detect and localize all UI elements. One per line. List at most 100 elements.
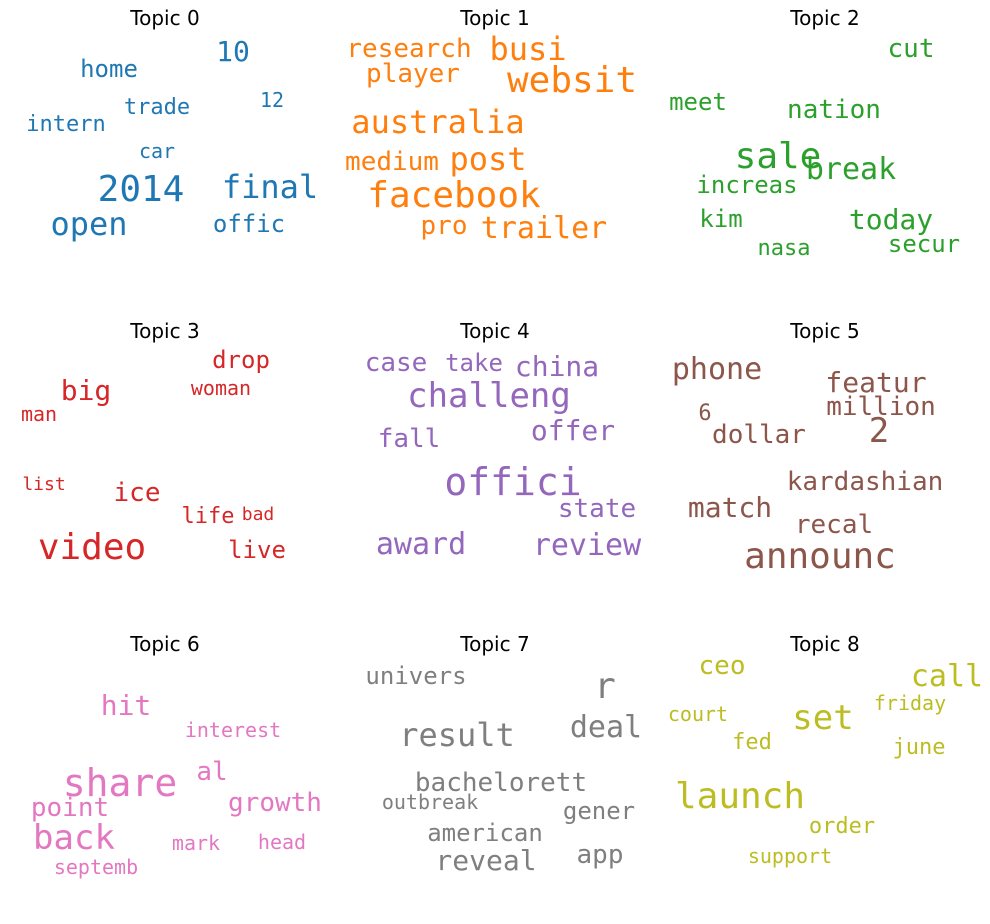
panel-title: Topic 8 [790,632,860,656]
word-mark: court [667,702,729,726]
word-mark: nation [787,95,881,125]
word-mark: 12 [259,88,285,112]
word-mark: set [792,698,854,738]
word-mark: featur [825,366,927,399]
word-mark: univers [365,662,467,690]
panel-title: Topic 1 [460,6,530,30]
word-mark: launch [674,776,806,817]
word-mark: man [20,402,58,426]
word-mark: review [532,528,642,563]
panel-title: Topic 6 [130,632,200,656]
word-mark: bad [241,504,275,525]
word-mark: growth [228,788,322,818]
word-mark: r [594,666,616,707]
word-mark: gener [562,797,636,825]
word-mark: june [892,735,946,760]
topic-panel: Topic 0 10 home trade 12 intern car 2014 final op… [0,0,330,298]
word-mark: drop [212,346,270,374]
word-mark: 10 [216,35,250,68]
word-mark: ice [113,478,161,508]
word-mark: american [427,819,543,847]
word-mark: reveal [435,844,537,877]
word-mark: break [805,152,897,187]
word-mark: result [399,716,515,754]
word-mark: friday [873,691,947,715]
word-mark: call [910,659,984,694]
word-mark: intern [26,112,106,137]
word-mark: cut [887,34,935,64]
topic-panel: Topic 3 drop big woman man list ice life bad vide… [0,313,330,611]
word-mark: medium [345,147,439,177]
word-mark: woman [190,376,252,400]
word-mark: australia [351,103,525,141]
word-mark: al [196,757,228,787]
word-mark: offici [444,460,582,504]
word-mark: pro [420,211,468,241]
word-mark: septemb [53,855,139,879]
word-mark: video [37,527,147,568]
word-mark: fed [732,730,772,755]
word-mark: challeng [407,376,571,416]
word-mark: final [221,168,319,206]
word-mark: open [50,205,128,243]
word-mark: head [257,830,307,854]
word-mark: mark [171,831,221,855]
word-mark: secur [887,230,961,258]
word-mark: meet [669,88,727,116]
word-mark: phone [671,352,763,387]
word-mark: list [22,474,66,495]
word-mark: china [514,350,600,383]
word-mark: state [557,494,637,524]
word-mark: point [30,793,110,823]
word-mark: announc [744,536,896,577]
word-mark: trade [123,95,191,120]
word-mark: ceo [698,651,746,681]
word-mark: award [375,527,467,562]
panel-title: Topic 0 [130,6,200,30]
word-mark: 6 [698,401,712,426]
word-mark: outbreak [381,790,479,814]
word-mark: case [364,348,428,378]
topic-panel: Topic 1 research busi player websit australia… [330,0,660,298]
word-mark: app [576,840,624,870]
word-mark: interest [184,718,282,742]
word-mark: sale [734,136,822,177]
word-mark: offer [530,414,616,447]
topic-panel: Topic 5 phone featur million 6 dollar 2 kardash… [660,313,990,611]
topic-panel: Topic 8 ceo call court set friday fed june launc… [660,626,990,924]
panel-title: Topic 4 [460,319,530,343]
word-mark: big [60,374,112,407]
word-mark: life [181,504,235,529]
word-mark: nasa [757,236,811,261]
word-mark: live [228,536,286,564]
topic-panel: Topic 4 case take china challeng offer fall off… [330,313,660,611]
word-mark: increas [696,171,798,199]
word-mark: home [80,55,138,83]
word-mark: dollar [712,420,806,450]
word-mark: take [445,349,503,377]
panel-title: Topic 3 [130,319,200,343]
panel-title: Topic 7 [460,632,530,656]
word-mark: order [808,814,876,839]
word-mark: deal [569,710,643,745]
word-mark: trailer [480,211,608,246]
word-mark: fall [377,424,441,454]
topic-panel: Topic 7 univers r deal result bachelorett outb… [330,626,660,924]
word-mark: hit [100,689,152,722]
word-mark: million [826,392,936,422]
word-mark: busi [489,30,567,68]
word-mark: websit [506,60,638,101]
topic-panel: Topic 2 cut meet nation sale break increas kim t… [660,0,990,298]
word-mark: kardashian [786,467,944,497]
word-mark: car [138,139,176,163]
word-mark: bachelorett [414,768,588,798]
word-mark: match [687,491,773,524]
word-mark: recal [794,510,874,540]
topic-wordcloud-grid: Topic 0 10 home trade 12 intern car 2014 final op… [0,0,990,879]
word-mark: 2 [868,411,890,451]
panel-title: Topic 2 [790,6,860,30]
word-mark: support [747,844,833,868]
word-mark: player [366,59,460,89]
word-mark: back [33,818,115,858]
word-mark: research [346,34,472,64]
